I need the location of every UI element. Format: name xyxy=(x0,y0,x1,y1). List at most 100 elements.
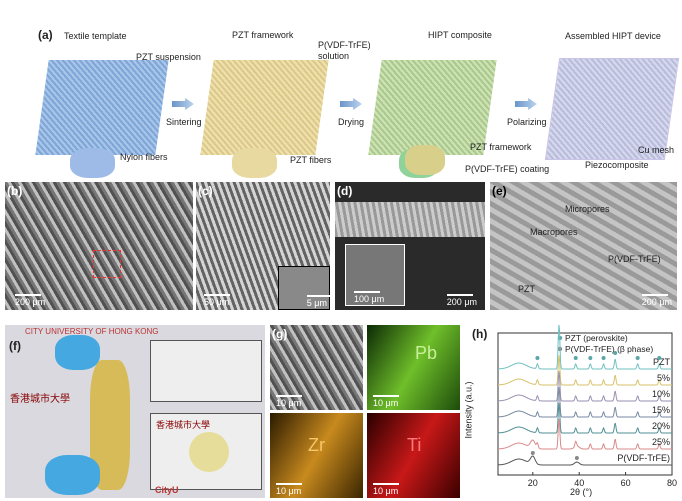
x-axis-label: 2θ (°) xyxy=(570,487,593,497)
annotation: Piezocomposite xyxy=(585,160,649,170)
x-tick-label: 40 xyxy=(574,478,584,488)
peak-marker xyxy=(574,456,579,460)
textile-template-image xyxy=(35,60,169,155)
annotation: Cu mesh xyxy=(638,145,675,155)
annotation: P(VDF-TrFE) xyxy=(608,254,661,264)
series-label: 25% xyxy=(652,437,670,447)
series-label: PZT xyxy=(653,357,671,367)
logo-text: CityU xyxy=(155,485,179,495)
cross-section xyxy=(335,202,485,237)
inset-image: 5 μm xyxy=(278,266,334,310)
pzt-framework-image xyxy=(200,60,329,155)
scale-bar: 10 μm xyxy=(276,395,303,408)
scale-bar: 10 μm xyxy=(373,483,400,496)
scale-bar: 5 μm xyxy=(306,295,334,308)
step-title: PZT framework xyxy=(232,30,294,40)
annotation: P(VDF-TrFE) coating xyxy=(465,164,550,174)
nylon-fibers-image xyxy=(70,148,115,178)
series-line xyxy=(498,387,672,418)
panel-e-sem-image: (e) Micropores Macropores P(VDF-TrFE) PZ… xyxy=(490,182,677,310)
series-line xyxy=(498,355,672,386)
step-title: Textile template xyxy=(64,31,127,41)
inset-image: 100 μm xyxy=(345,244,405,306)
element-label: Ti xyxy=(407,435,422,455)
composite-fibers-image xyxy=(405,145,445,175)
peak-marker xyxy=(530,451,535,455)
logo-text: 香港城市大學 xyxy=(10,394,70,405)
banner-text: CITY UNIVERSITY OF HONG KONG xyxy=(25,327,159,336)
inset-photo-disk: 香港城市大學 xyxy=(150,413,262,490)
peak-marker xyxy=(635,356,640,360)
step-title: Assembled HIPT device xyxy=(565,31,661,41)
series-line xyxy=(498,371,672,402)
panel-b-sem-image: (b) 200 μm xyxy=(5,182,193,310)
annotation: Micropores xyxy=(565,204,610,214)
annotation: Nylon fibers xyxy=(120,152,168,162)
xrd-plot: 20 40 60 80 PZT (perovskite)P(VDF-TrFE) (β p… xyxy=(497,325,677,488)
logo-text: 香港城市大學 xyxy=(156,420,211,430)
panel-h-xrd-chart: (h) 20 40 60 80 PZT (perovskite) P(VDF-TrFE) … xyxy=(462,325,682,501)
peak-marker xyxy=(588,356,593,360)
sem-image: (g) 10 μm xyxy=(270,325,363,410)
inset-photo-bending xyxy=(150,340,262,402)
series-label: P(VDF-TrFE) xyxy=(617,453,670,463)
annotation: PZT xyxy=(518,284,535,294)
step-arrow-label: Sintering xyxy=(166,117,202,127)
legend-entry: PZT (perovskite) xyxy=(565,333,628,343)
series-line xyxy=(498,419,672,450)
pzt-fibers-image xyxy=(232,148,277,178)
annotation: PZT framework xyxy=(470,142,532,152)
arrow-icon xyxy=(172,98,194,110)
scale-bar: 100 μm xyxy=(354,291,385,304)
peak-marker xyxy=(601,356,606,360)
peak-marker xyxy=(657,356,662,360)
panel-g-eds: (g) 10 μm Pb 10 μm Zr 10 μm Ti 10 μm xyxy=(270,325,460,498)
series-line xyxy=(498,455,672,466)
scale-bar: 10 μm xyxy=(276,483,303,496)
element-label: Zr xyxy=(308,435,325,455)
legend-entry: P(VDF-TrFE) (β phase) xyxy=(565,344,653,354)
peak-marker xyxy=(535,356,540,360)
panel-label: (h) xyxy=(472,327,488,341)
panel-label: (f) xyxy=(9,339,21,353)
zr-map: Zr 10 μm xyxy=(270,413,363,498)
panel-label: (b) xyxy=(7,184,23,198)
annotation: PZT fibers xyxy=(290,155,332,165)
panel-label: (c) xyxy=(198,184,213,198)
series-label: 15% xyxy=(652,405,670,415)
x-tick-label: 80 xyxy=(667,478,677,488)
circular-film xyxy=(189,432,229,472)
hipt-composite-image xyxy=(368,60,497,155)
glove xyxy=(45,455,100,495)
panel-f-photo: CITY UNIVERSITY OF HONG KONG (f) 香港城市大學 … xyxy=(5,325,265,498)
series-label: 5% xyxy=(657,373,670,383)
panel-label: (e) xyxy=(492,184,507,198)
glove xyxy=(55,335,100,370)
y-axis-label: Intensity (a.u.) xyxy=(463,381,474,439)
panel-label: (g) xyxy=(272,327,288,341)
peak-marker xyxy=(573,356,578,360)
panel-c-sem-image: (c) 5 μm 50 μm xyxy=(196,182,334,310)
peak-marker xyxy=(613,351,618,355)
step-arrow-label: Polarizing xyxy=(507,117,547,127)
scale-bar: 200 μm xyxy=(15,294,46,307)
arrow-icon xyxy=(515,98,537,110)
plot-frame xyxy=(497,332,673,476)
series-line xyxy=(498,325,672,370)
scale-bar: 10 μm xyxy=(373,395,400,408)
series-line xyxy=(498,403,672,434)
panel-label: (d) xyxy=(337,184,353,198)
scale-bar: 200 μm xyxy=(446,294,477,307)
x-tick-label: 20 xyxy=(528,478,538,488)
scale-bar: 50 μm xyxy=(204,294,231,307)
series-label: 10% xyxy=(652,389,670,399)
ti-map: Ti 10 μm xyxy=(367,413,460,498)
annotation: PZT suspension xyxy=(136,52,201,62)
step-title: HIPT composite xyxy=(428,30,492,40)
panel-label: (a) xyxy=(38,28,53,42)
series-label: 20% xyxy=(652,421,670,431)
scale-bar: 200 μm xyxy=(641,294,672,307)
annotation: Macropores xyxy=(530,227,578,237)
panel-d-sem-image: (d) 100 μm 200 μm xyxy=(335,182,485,310)
pb-map: Pb 10 μm xyxy=(367,325,460,410)
